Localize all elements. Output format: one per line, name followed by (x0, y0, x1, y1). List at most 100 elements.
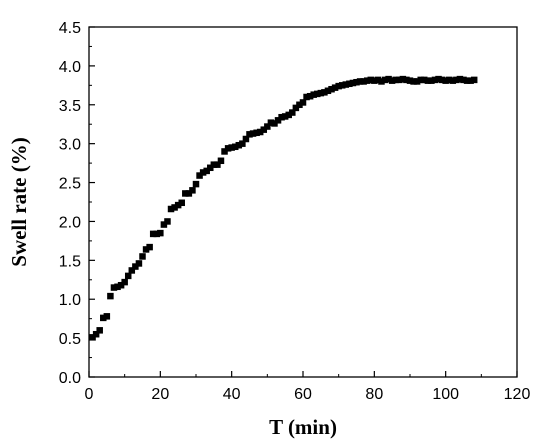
data-point (157, 229, 164, 237)
data-point (396, 76, 403, 84)
data-point (100, 314, 107, 322)
data-point (278, 113, 285, 121)
data-point (239, 140, 246, 147)
y-tick-label: 4.5 (59, 20, 81, 37)
data-point (171, 204, 178, 211)
data-point (417, 76, 424, 84)
data-point (303, 93, 310, 101)
x-tick-label: 60 (294, 386, 312, 403)
data-point (335, 82, 342, 90)
data-point (289, 109, 296, 116)
data-point (456, 75, 464, 83)
data-point (445, 76, 453, 84)
data-point (189, 187, 196, 194)
data-point (338, 82, 346, 89)
y-tick-label: 1.0 (59, 292, 81, 309)
data-point (460, 76, 467, 84)
data-point (360, 78, 367, 85)
data-point (135, 260, 143, 267)
x-tick-label: 100 (432, 386, 459, 403)
data-point (146, 243, 153, 251)
data-point (317, 89, 325, 97)
data-point (314, 90, 321, 98)
data-point (349, 79, 357, 87)
y-tick-label: 0.0 (59, 370, 81, 387)
y-tick-label: 1.5 (59, 253, 81, 270)
data-point (363, 77, 371, 84)
y-tick-label: 2.0 (59, 214, 81, 231)
data-point (285, 111, 292, 119)
y-tick-label: 4.0 (59, 59, 81, 76)
data-point (274, 117, 282, 124)
data-point (164, 218, 171, 225)
data-point (207, 164, 214, 172)
data-point (438, 76, 446, 84)
data-point (149, 230, 157, 238)
data-point (110, 284, 118, 291)
data-point (89, 334, 96, 341)
data-point (128, 267, 136, 274)
data-point (224, 145, 232, 152)
data-point (385, 75, 392, 83)
data-point (281, 113, 289, 120)
data-point (435, 75, 442, 83)
data-point (210, 161, 218, 168)
data-point (260, 126, 268, 133)
data-point (139, 253, 146, 260)
data-point (253, 129, 260, 137)
data-point (96, 327, 103, 334)
x-axis-title: T (min) (269, 415, 337, 439)
data-point (310, 91, 317, 98)
data-point (192, 180, 200, 188)
data-point (406, 77, 414, 84)
data-point (367, 76, 375, 84)
data-point (196, 172, 203, 179)
data-series (89, 75, 478, 341)
data-point (346, 80, 353, 88)
data-point (431, 76, 439, 84)
data-point (403, 76, 410, 84)
data-point (292, 104, 300, 112)
data-point (121, 278, 128, 286)
data-point (221, 148, 228, 155)
data-point (453, 76, 460, 84)
data-point (264, 123, 271, 130)
data-point (374, 76, 382, 84)
data-point (353, 78, 360, 86)
data-point (167, 205, 175, 213)
data-point (142, 246, 150, 253)
data-point (231, 143, 239, 151)
data-point (371, 77, 378, 84)
data-point (235, 141, 243, 149)
data-point (424, 77, 432, 84)
data-point (421, 76, 428, 84)
data-point (132, 263, 139, 270)
data-point (228, 144, 235, 151)
y-tick-label: 0.5 (59, 331, 81, 348)
data-point (392, 76, 399, 84)
data-point (299, 99, 307, 106)
x-tick-label: 0 (85, 386, 94, 403)
data-point (182, 190, 189, 197)
data-point (203, 167, 210, 175)
x-tick-label: 80 (365, 386, 383, 403)
y-tick-label: 3.0 (59, 137, 81, 154)
data-point (388, 77, 396, 84)
data-point (107, 292, 114, 300)
y-axis-title: Swell rate (%) (7, 137, 31, 266)
x-tick-label: 40 (223, 386, 241, 403)
data-point (256, 128, 264, 136)
data-point (124, 272, 132, 280)
data-point (428, 77, 435, 84)
data-point (242, 135, 250, 143)
data-point (185, 190, 193, 197)
data-point (174, 201, 182, 209)
x-tick-label: 20 (151, 386, 169, 403)
data-point (321, 89, 328, 96)
data-point (470, 76, 478, 84)
data-point (249, 130, 257, 137)
data-point (413, 78, 421, 85)
data-point (246, 131, 253, 138)
data-point (378, 78, 385, 85)
